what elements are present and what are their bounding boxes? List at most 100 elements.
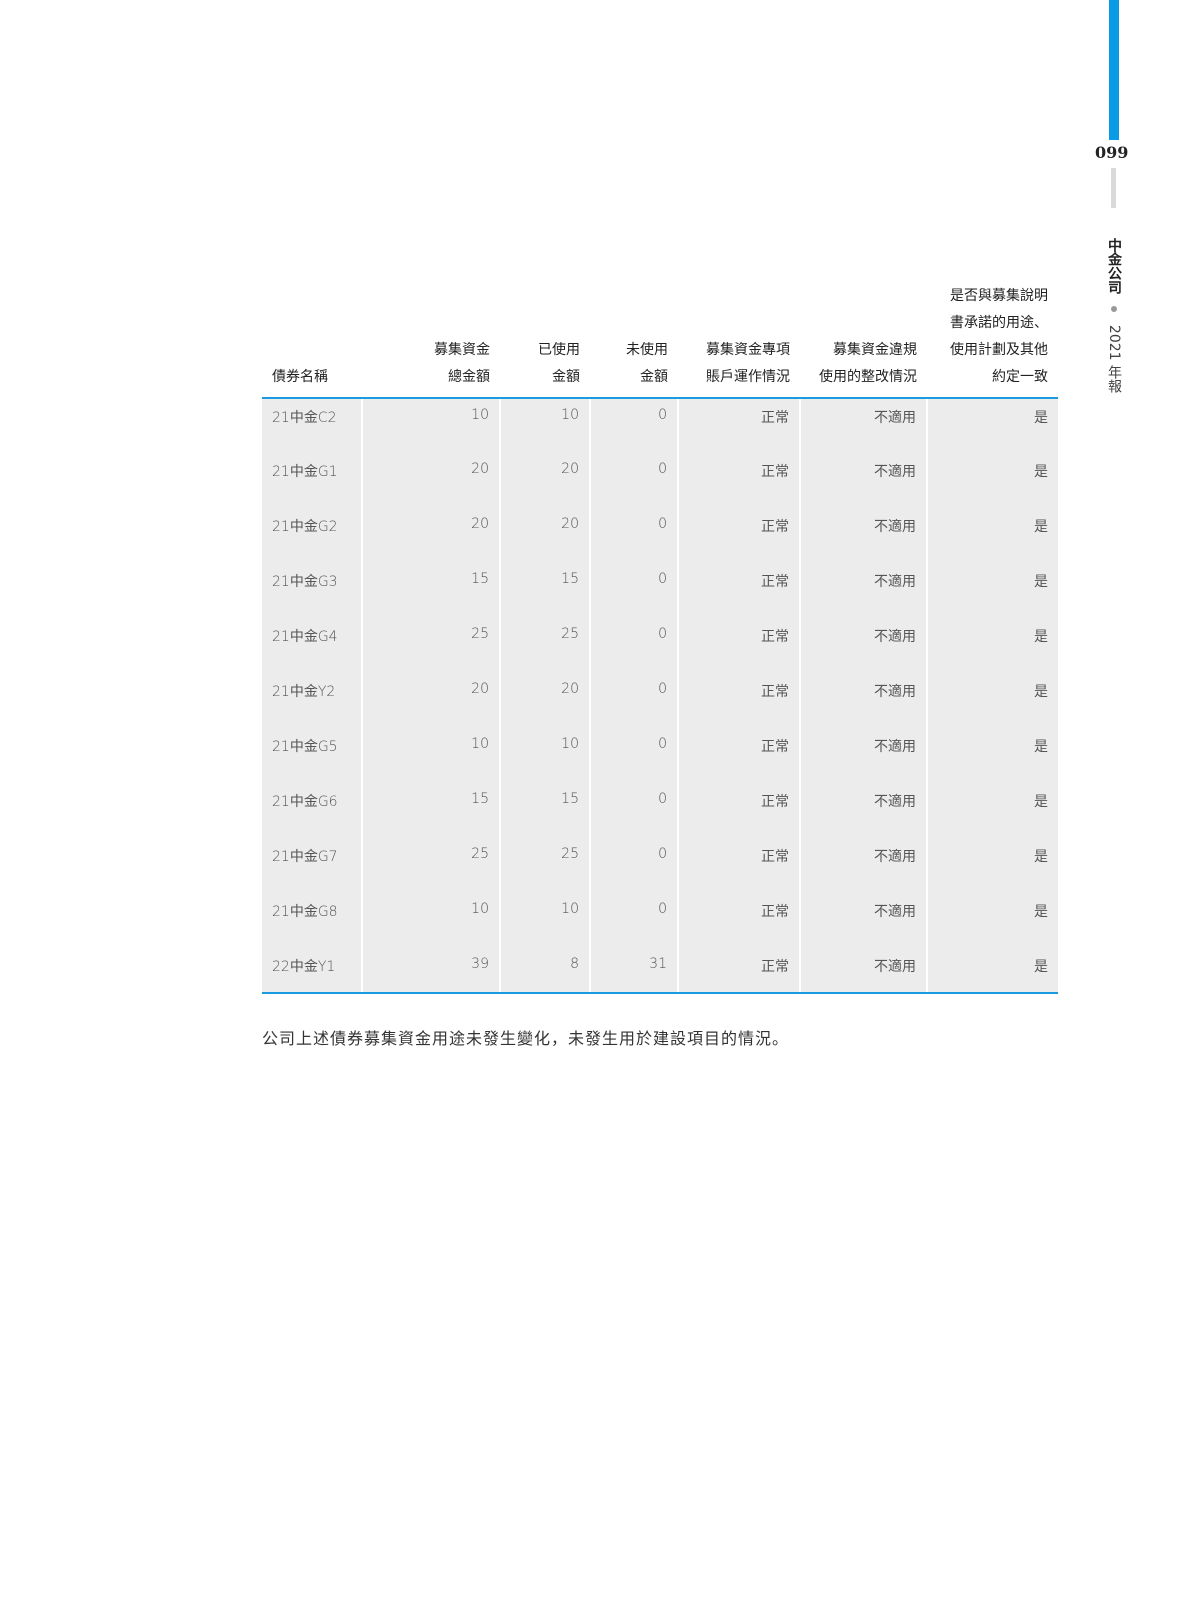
header-line: 是否與募集說明	[950, 288, 1048, 304]
running-header: 中金公司 2021 年報	[1104, 238, 1124, 393]
table-cell: 是	[926, 453, 1058, 508]
table-cell: 10	[361, 398, 500, 453]
table-cell: 20	[361, 508, 500, 563]
table-cell: 正常	[677, 453, 800, 508]
table-cell: 20	[499, 453, 590, 508]
divider	[1111, 168, 1116, 208]
table-row: 21中金G4 25 25 0 正常 不適用是	[262, 618, 1058, 673]
table-cell: 20	[499, 508, 590, 563]
table-cell: 正常	[677, 838, 800, 893]
table-cell: 25	[499, 618, 590, 673]
table-cell: 21中金G7	[262, 838, 362, 893]
table-cell: 0	[589, 453, 678, 508]
table-cell: 正常	[677, 618, 800, 673]
header-line: 約定一致	[992, 369, 1048, 385]
column-header: 已使用金額	[500, 283, 590, 399]
table-cell: 20	[499, 673, 590, 728]
table-cell: 10	[499, 728, 590, 783]
table-cell: 不適用	[799, 398, 927, 453]
table-cell: 10	[499, 893, 590, 948]
table-cell: 0	[589, 838, 678, 893]
table-cell: 21中金G3	[262, 563, 362, 618]
table-cell: 是	[926, 398, 1058, 453]
table-row: 21中金G6 15 15 0 正常 不適用是	[262, 783, 1058, 838]
table-cell: 0	[589, 673, 678, 728]
column-header: 募集資金專項 賬戶運作情況	[678, 283, 800, 399]
table-cell: 22中金Y1	[262, 948, 362, 994]
header-line: 已使用	[538, 342, 580, 358]
table-cell: 是	[926, 948, 1058, 994]
header-line: 募集資金專項	[706, 342, 790, 358]
table-cell: 31	[589, 948, 678, 994]
table-row: 21中金G3 15 15 0 正常 不適用是	[262, 563, 1058, 618]
table-row: 21中金G7 25 25 0 正常 不適用是	[262, 838, 1058, 893]
table-cell: 0	[589, 893, 678, 948]
table-cell: 15	[499, 563, 590, 618]
table-cell: 不適用	[799, 893, 927, 948]
table-cell: 不適用	[799, 453, 927, 508]
table-cell: 正常	[677, 728, 800, 783]
table-cell: 25	[361, 618, 500, 673]
table-cell: 15	[499, 783, 590, 838]
table-cell: 25	[499, 838, 590, 893]
dot-icon	[1111, 306, 1117, 313]
column-header: 是否與募集說明 書承諾的用途、 使用計劃及其他 約定一致	[927, 283, 1058, 399]
column-header: 未使用金額	[590, 283, 678, 399]
table-cell: 0	[589, 783, 678, 838]
table-cell: 不適用	[799, 783, 927, 838]
table-cell: 0	[589, 398, 678, 453]
table-cell: 不適用	[799, 508, 927, 563]
bond-table: 債券名稱 募集資金 總金額 已使用 金額 未使用 金額 募集資金專項 賬戶運作情況 募集資金違規使…	[262, 283, 1058, 994]
table-row: 21中金G1 20 20 0 正常 不適用是	[262, 453, 1058, 508]
table-cell: 正常	[677, 948, 800, 994]
table-cell: 10	[499, 398, 590, 453]
table-cell: 不適用	[799, 948, 927, 994]
table-cell: 是	[926, 893, 1058, 948]
header-line: 金額	[640, 369, 668, 385]
table-cell: 是	[926, 618, 1058, 673]
table-cell: 10	[361, 893, 500, 948]
table-cell: 正常	[677, 673, 800, 728]
table-row: 22中金Y1 39 8 31 正常 不適用是	[262, 948, 1058, 994]
table-row: 21中金Y2 20 20 0 正常 不適用是	[262, 673, 1058, 728]
table-row: 21中金G2 20 20 0 正常 不適用是	[262, 508, 1058, 563]
table-cell: 0	[589, 728, 678, 783]
table-cell: 0	[589, 618, 678, 673]
header-line: 總金額	[448, 369, 490, 385]
table-cell: 21中金G5	[262, 728, 362, 783]
report-name: 2021 年報	[1106, 324, 1122, 393]
table-cell: 0	[589, 508, 678, 563]
header-line: 募集資金違規	[833, 342, 917, 358]
table-cell: 21中金C2	[262, 398, 362, 453]
table-cell: 21中金G4	[262, 618, 362, 673]
table-cell: 21中金Y2	[262, 673, 362, 728]
table-cell: 正常	[677, 893, 800, 948]
table-cell: 正常	[677, 398, 800, 453]
header-line: 未使用	[626, 342, 668, 358]
table-cell: 不適用	[799, 838, 927, 893]
note-text: 公司上述債券募集資金用途未發生變化，未發生用於建設項目的情況。	[262, 1029, 790, 1048]
table-cell: 是	[926, 838, 1058, 893]
table-cell: 8	[499, 948, 590, 994]
header-line: 使用計劃及其他	[950, 342, 1048, 358]
header-line: 使用的整改情況	[819, 369, 917, 385]
header-line: 金額	[552, 369, 580, 385]
table-cell: 20	[361, 673, 500, 728]
table-cell: 10	[361, 728, 500, 783]
header-line: 募集資金	[434, 342, 490, 358]
table-cell: 39	[361, 948, 500, 994]
column-header: 募集資金違規使用的整改情況	[800, 283, 927, 399]
table-cell: 0	[589, 563, 678, 618]
table-cell: 是	[926, 783, 1058, 838]
table-row: 21中金G5 10 10 0 正常 不適用是	[262, 728, 1058, 783]
table-cell: 25	[361, 838, 500, 893]
column-header: 募集資金總金額	[362, 283, 500, 399]
accent-bar	[1109, 0, 1119, 140]
table-cell: 15	[361, 563, 500, 618]
table-cell: 21中金G6	[262, 783, 362, 838]
table-cell: 是	[926, 563, 1058, 618]
table-cell: 21中金G8	[262, 893, 362, 948]
table-cell: 不適用	[799, 728, 927, 783]
table-cell: 21中金G2	[262, 508, 362, 563]
